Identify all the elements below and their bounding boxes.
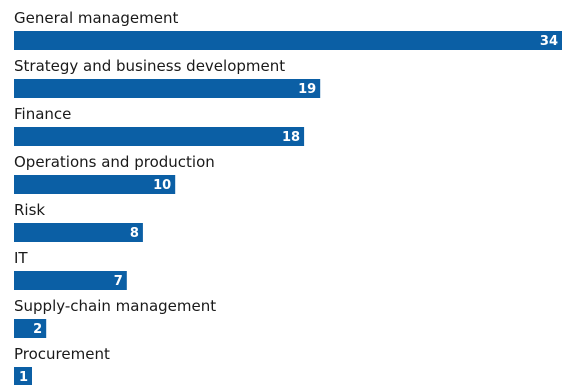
bar-risk bbox=[14, 223, 143, 242]
value-label-risk: 8 bbox=[130, 226, 139, 241]
value-label-it: 7 bbox=[114, 274, 123, 289]
category-label-risk: Risk bbox=[14, 201, 45, 219]
category-label-supply-chain-management: Supply-chain management bbox=[14, 297, 216, 315]
category-label-finance: Finance bbox=[14, 105, 71, 123]
bar-operations-and-production bbox=[14, 175, 176, 194]
value-label-supply-chain-management: 2 bbox=[33, 322, 42, 337]
category-label-it: IT bbox=[14, 249, 28, 267]
category-label-general-management: General management bbox=[14, 9, 178, 27]
value-label-finance: 18 bbox=[282, 130, 300, 145]
value-label-operations-and-production: 10 bbox=[153, 178, 171, 193]
value-label-general-management: 34 bbox=[540, 34, 558, 49]
value-label-procurement: 1 bbox=[19, 370, 28, 385]
bar-procurement bbox=[14, 367, 32, 385]
bar-strategy-and-business-development bbox=[14, 79, 321, 98]
bar-finance bbox=[14, 127, 305, 146]
category-label-procurement: Procurement bbox=[14, 345, 110, 363]
value-label-strategy-and-business-development: 19 bbox=[298, 82, 316, 97]
bar-it bbox=[14, 271, 127, 290]
category-label-operations-and-production: Operations and production bbox=[14, 153, 215, 171]
bar-general-management bbox=[14, 31, 562, 50]
bar-supply-chain-management bbox=[14, 319, 47, 338]
category-label-strategy-and-business-development: Strategy and business development bbox=[14, 57, 285, 75]
